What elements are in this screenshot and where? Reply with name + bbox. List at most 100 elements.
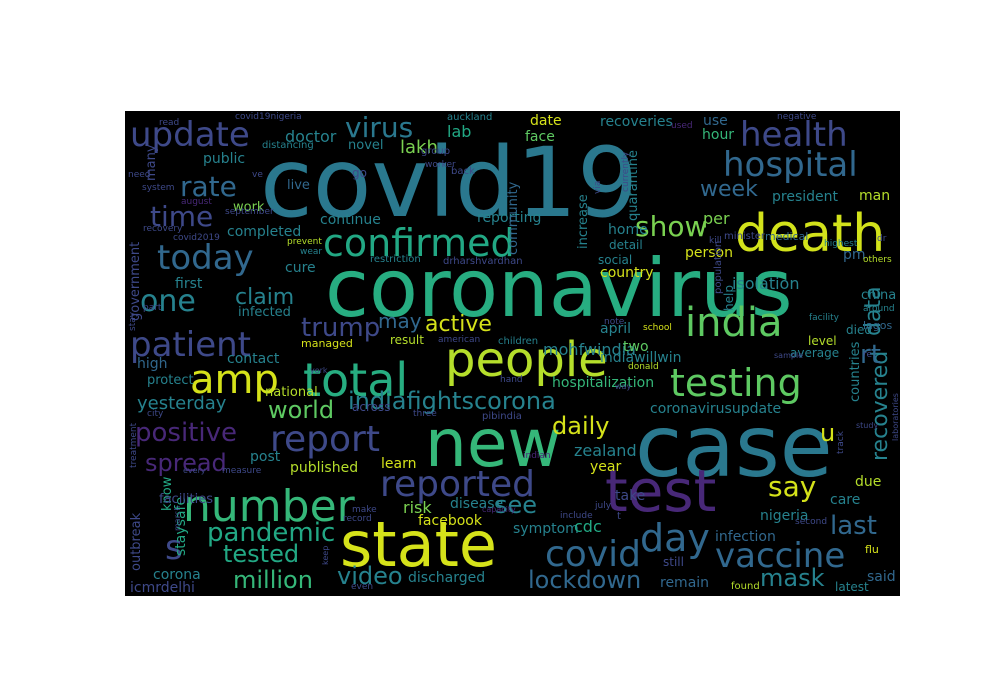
word-health: health <box>740 115 848 155</box>
word-first: first <box>175 276 203 292</box>
word-isolation: isolation <box>732 274 799 293</box>
word-used: used <box>671 121 693 131</box>
word-covid19nigeria: covid19nigeria <box>235 112 302 122</box>
word-dr: dr <box>877 234 887 244</box>
word-even: even <box>351 582 373 592</box>
word-update: update <box>130 115 250 155</box>
word-risk: risk <box>403 498 432 517</box>
word-home: home <box>608 222 648 238</box>
word-go: go <box>352 166 367 180</box>
word-cdc: cdc <box>574 517 602 536</box>
word-total: total <box>303 353 408 407</box>
word-rate: rate <box>180 170 237 203</box>
word-tested: tested <box>223 540 299 568</box>
word-public: public <box>203 151 245 167</box>
word-coronavirus: coronavirus <box>325 242 793 335</box>
word-one: one <box>140 284 196 319</box>
word-flu: flu <box>865 543 879 556</box>
word-lakh: lakh <box>400 137 438 158</box>
word-published: published <box>290 460 358 476</box>
word-take: take <box>615 488 645 504</box>
word-people: people <box>445 332 608 388</box>
word-virus: virus <box>345 111 413 144</box>
word-death: death <box>735 204 885 264</box>
word-contact: contact <box>227 351 280 367</box>
word-china: china <box>861 288 896 303</box>
word-discharged: discharged <box>408 570 485 586</box>
word-coronavirusupdate: coronavirusupdate <box>650 401 781 417</box>
word-president: president <box>772 189 839 205</box>
word-data: data <box>861 286 886 336</box>
word-negative: negative <box>777 112 817 122</box>
word-test: test <box>605 457 716 525</box>
word-daily: daily <box>552 412 609 440</box>
word-covid19: covid19 <box>260 127 638 239</box>
word-covid2019: covid2019 <box>173 233 220 243</box>
word-claim: claim <box>235 285 294 310</box>
word-date: date <box>530 113 562 129</box>
word-recoveries: recoveries <box>600 114 673 130</box>
word-across: across <box>352 400 390 414</box>
word-say: say <box>768 470 816 503</box>
word-completed: completed <box>227 224 301 240</box>
word-disease: disease <box>450 496 503 512</box>
word-september: september <box>225 207 274 217</box>
word-last: last <box>830 511 877 541</box>
word-city: city <box>147 409 164 419</box>
word-s: s <box>165 528 183 568</box>
word-capacity: capacity <box>482 505 516 514</box>
word-infected: infected <box>238 305 291 320</box>
word-worker: worker <box>425 160 456 170</box>
word-novel: novel <box>348 138 384 153</box>
word-may: may <box>378 309 422 333</box>
word-auckland: auckland <box>447 112 492 123</box>
word-amp: amp <box>190 357 279 403</box>
word-confirmed: confirmed <box>323 221 515 265</box>
word-testing: testing <box>670 361 802 405</box>
word-remain: remain <box>660 575 709 591</box>
word-positive: positive <box>135 418 237 448</box>
word-facility: facility <box>809 313 840 323</box>
word-population: population <box>713 241 724 294</box>
word-make: make <box>352 505 377 515</box>
word-american: american <box>438 335 480 345</box>
word-managed: managed <box>301 337 353 350</box>
word-drharshvardhan: drharshvardhan <box>443 256 523 267</box>
word-medical: medical <box>765 230 808 243</box>
word-work: work <box>233 200 265 215</box>
word-week: week <box>700 177 758 202</box>
word-cure: cure <box>285 260 316 276</box>
word-year: year <box>590 459 621 475</box>
word-video: video <box>337 562 403 590</box>
word-state: state <box>340 508 497 581</box>
word-know: know <box>160 476 175 511</box>
word-facilities: facilities <box>159 492 213 507</box>
word-doctor: doctor <box>285 127 337 146</box>
word-vaccine: vaccine <box>715 536 845 576</box>
word-minister: minister <box>724 231 766 242</box>
word-note: note <box>604 317 625 327</box>
word-group: group <box>421 146 450 157</box>
word-re: re <box>863 350 873 360</box>
word-covid: covid <box>545 534 641 575</box>
word-countries: countries <box>848 341 863 402</box>
word-spread: spread <box>145 449 227 477</box>
word-sample: sample <box>774 351 803 360</box>
word-hospital: hospital <box>723 145 858 185</box>
word-post: post <box>250 449 281 465</box>
word-indiawillwin: indiawillwin <box>600 350 681 366</box>
word-reported: reported <box>380 464 535 505</box>
word-today: today <box>157 238 254 278</box>
word-report: report <box>270 419 380 460</box>
word-facebook: facebook <box>418 513 483 529</box>
word-march: march <box>173 506 182 531</box>
word-community: community <box>506 181 521 255</box>
word-july: july <box>594 501 612 511</box>
word-indian: indian <box>523 451 551 461</box>
word-recovered: recovered <box>868 351 893 461</box>
word-pm: pm <box>843 247 866 263</box>
word-national: national <box>265 385 318 400</box>
word-use: use <box>703 113 728 129</box>
word-u: u <box>820 419 835 447</box>
word-currently: currently <box>621 151 631 192</box>
